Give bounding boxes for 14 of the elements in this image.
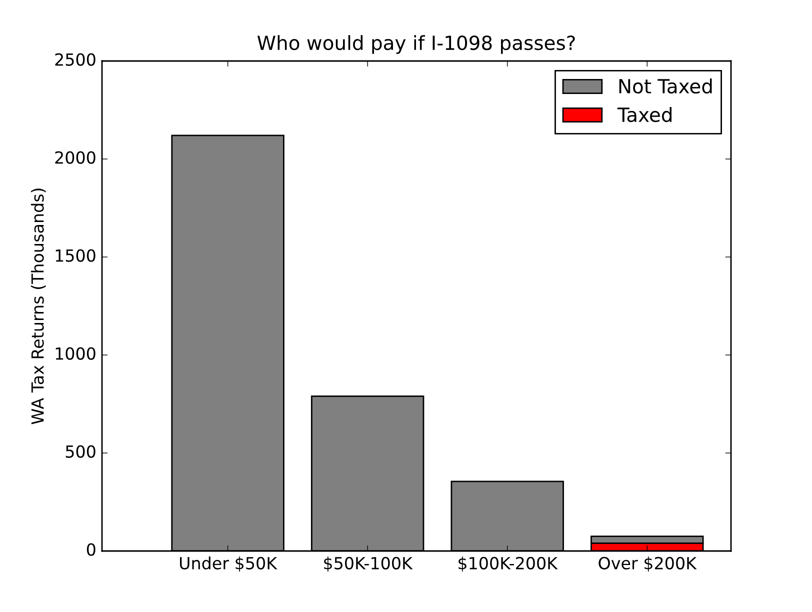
y-tick-label: 0 (86, 543, 96, 556)
legend-label: Taxed (617, 107, 672, 122)
y-tick-label: 2500 (55, 53, 96, 66)
x-tick-label: Over $200K (598, 556, 697, 572)
y-tick-label: 2000 (55, 151, 96, 164)
y-tick-label: 1000 (56, 347, 96, 360)
y-tick-label: 1500 (56, 249, 96, 262)
x-tick-label: $50K-100K (324, 556, 413, 572)
chart-title: Who would pay if I-1098 passes? (257, 35, 575, 54)
x-tick-label: Under $50K (180, 556, 278, 572)
y-tick-label: 500 (66, 445, 96, 458)
x-tick-label: $100K-200K (458, 556, 558, 572)
y-axis-title: WA Tax Returns (Thousands) (30, 188, 46, 424)
legend-label: Not Taxed (619, 78, 712, 94)
